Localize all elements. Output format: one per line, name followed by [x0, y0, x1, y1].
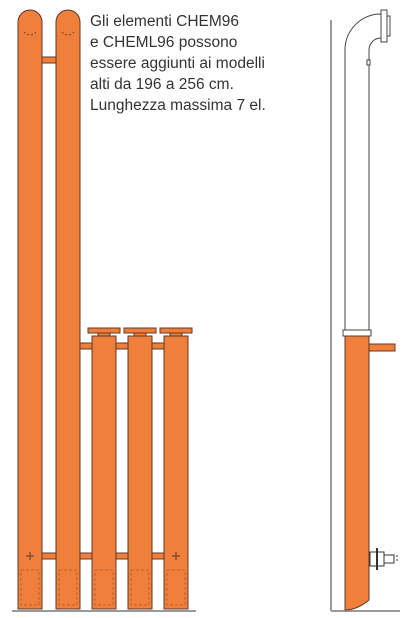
tube: [127, 335, 153, 610]
side-pipe: [368, 343, 396, 352]
tube: [55, 9, 81, 610]
tube: [91, 335, 117, 610]
cap: [386, 15, 391, 37]
tube: [17, 9, 43, 610]
ring: [342, 329, 372, 337]
note-line: essere aggiunti ai modelli: [90, 55, 265, 72]
cap: [380, 9, 388, 43]
neck: [97, 332, 111, 337]
hidden-outline: [20, 569, 40, 606]
short-tubes: [87, 327, 193, 610]
hidden-outline: [94, 569, 114, 606]
cap: [159, 327, 193, 334]
tube-lower: [344, 335, 370, 611]
front-view: [12, 9, 196, 612]
note-line: Gli elementi CHEM96: [90, 13, 239, 30]
note: Gli elementi CHEM96 e CHEML96 possono es…: [90, 13, 266, 114]
note-line: e CHEML96 possono: [90, 34, 237, 51]
neck: [133, 332, 147, 337]
cap: [87, 327, 121, 334]
tube: [163, 335, 189, 610]
hidden-outline: [58, 569, 78, 606]
note-line: Lunghezza massima 7 el.: [90, 97, 266, 114]
note-line: alti da 196 a 256 cm.: [90, 76, 234, 93]
cap-mark: [23, 31, 75, 36]
hidden-outline: [130, 569, 150, 606]
cap: [123, 327, 157, 334]
marker: [26, 552, 180, 560]
side-view: [330, 9, 400, 612]
valve-head: [383, 554, 395, 564]
pin: [366, 59, 371, 66]
hidden-outline: [166, 569, 186, 606]
tube-upper: [344, 13, 382, 336]
connector: [41, 56, 57, 64]
neck: [169, 332, 183, 337]
valve: [369, 548, 398, 570]
